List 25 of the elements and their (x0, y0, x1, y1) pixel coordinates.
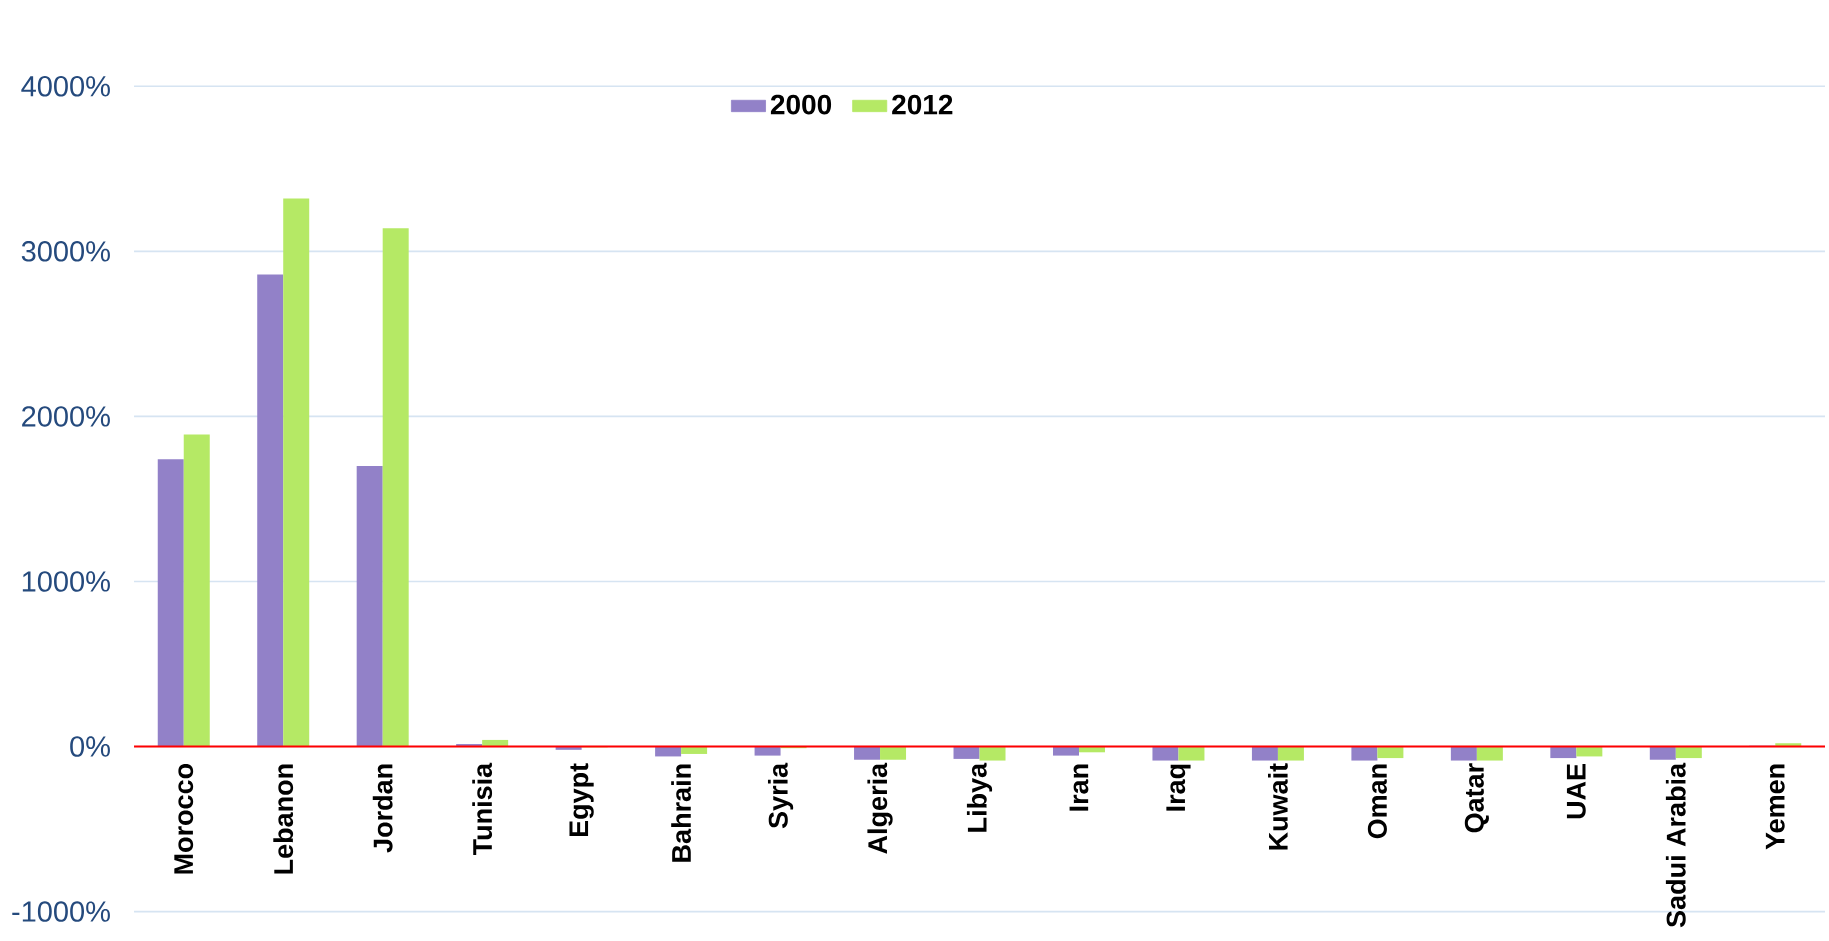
y-tick-label: 2000% (22, 406, 110, 427)
x-tick-label: Morocco (174, 763, 194, 874)
y-tick-label: 1000% (22, 571, 110, 592)
y-tick-label: 4000% (21, 76, 110, 97)
x-tick-label: Yemen (1765, 764, 1785, 850)
x-tick-label: Kuwait (1268, 763, 1288, 850)
x-tick-label: UAE (1566, 763, 1586, 819)
x-tick-label: Lebanon (273, 764, 294, 874)
y-tick-label: -1000% (12, 901, 110, 922)
x-tick-label: Iraq (1166, 764, 1191, 811)
x-tick-label: Qatar (1464, 763, 1489, 833)
x-tick-label: Syria (767, 762, 794, 829)
x-tick-label: Jordan (372, 764, 393, 853)
x-tick-label: Iran (1069, 764, 1089, 811)
x-tick-label: Sadui Arabia (1665, 762, 1686, 928)
y-tick-label: 3000% (21, 241, 110, 262)
x-tick-label: Algeria (867, 762, 893, 854)
x-tick-label: Libya (966, 762, 993, 832)
y-tick-label: 0% (70, 736, 110, 757)
x-tick-label: Oman (1367, 764, 1387, 839)
legend-label: 2000 (770, 94, 832, 115)
legend-label: 2012 (892, 94, 953, 115)
x-tick-label: Egypt (569, 763, 594, 837)
x-tick-label: Bahrain (671, 764, 691, 862)
x-tick-label: Tunisia (472, 762, 493, 856)
